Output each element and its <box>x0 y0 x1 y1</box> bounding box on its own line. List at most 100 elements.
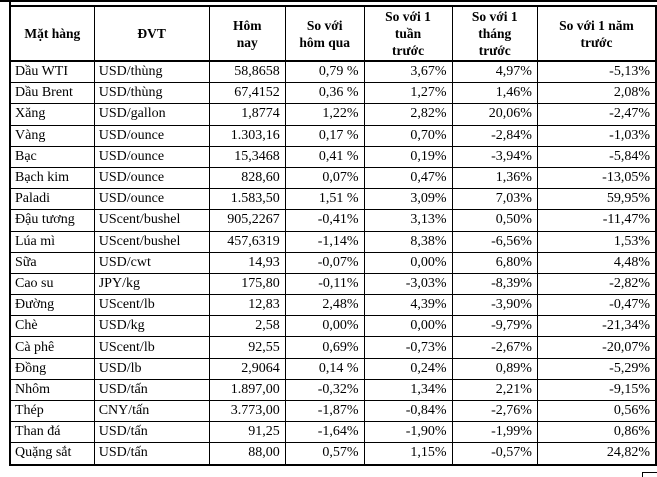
cell-today: 14,93 <box>208 251 286 274</box>
cell-today: 92,55 <box>208 336 286 359</box>
cell-name: Bạch kim <box>9 166 95 190</box>
cell-vs_month: 1,46% <box>451 82 538 105</box>
column-header-vs_week: So với 1 tuần trước <box>363 5 453 62</box>
cell-today: 828,60 <box>208 166 286 190</box>
cell-unit: USD/ounce <box>93 188 210 211</box>
cell-vs_yesterday: -0,32% <box>284 378 365 402</box>
cell-vs_year: 24,82% <box>536 442 657 466</box>
table-row: Vàng USD/ounce 1.303,16 0,17 % 0,70% -2,84% -1… <box>9 124 657 147</box>
cell-vs_week: 0,00% <box>363 251 453 274</box>
cell-vs_year: 0,56% <box>536 399 657 423</box>
cell-vs_week: 1,27% <box>363 82 453 105</box>
table-row: Đồng USD/lb 2,9064 0,14 % 0,24% 0,89% -5,29% <box>9 357 657 380</box>
cell-today: 1.303,16 <box>208 124 286 147</box>
cell-vs_yesterday: 0,36 % <box>284 82 365 105</box>
cell-vs_week: 0,24% <box>363 357 453 380</box>
cell-unit: USD/tấn <box>93 378 210 402</box>
crop-top-border-line <box>0 0 657 2</box>
cell-vs_year: -21,34% <box>536 315 657 338</box>
column-header-unit: ĐVT <box>93 5 210 62</box>
cell-unit: USD/tấn <box>93 421 210 444</box>
table-row: Cao su JPY/kg 175,80 -0,11% -3,03% -8,39% -2,8… <box>9 272 657 296</box>
cell-vs_week: 8,38% <box>363 230 453 253</box>
cell-name: Đường <box>9 294 95 317</box>
cell-vs_year: -13,05% <box>536 166 657 190</box>
cell-name: Đậu tương <box>9 209 95 232</box>
cell-vs_week: 3,09% <box>363 188 453 211</box>
table-header: Mặt hàng ĐVT Hôm nay So với hôm qua So với 1… <box>9 5 657 62</box>
cell-vs_yesterday: 0,17 % <box>284 124 365 147</box>
cell-vs_yesterday: -0,41% <box>284 209 365 232</box>
cell-today: 2,58 <box>208 315 286 338</box>
table-row: Xăng USD/gallon 1,8774 1,22% 2,82% 20,06% -2,4… <box>9 103 657 126</box>
cell-unit: USD/ounce <box>93 145 210 168</box>
cell-vs_year: -0,47% <box>536 294 657 317</box>
cell-name: Thép <box>9 399 95 423</box>
cell-name: Paladi <box>9 188 95 211</box>
cell-vs_yesterday: 1,22% <box>284 103 365 126</box>
table-row: Lúa mì UScent/bushel 457,6319 -1,14% 8,38% -6… <box>9 230 657 253</box>
cell-today: 15,3468 <box>208 145 286 168</box>
cell-vs_month: 1,36% <box>451 166 538 190</box>
cell-vs_month: -9,79% <box>451 315 538 338</box>
cell-unit: USD/cwt <box>93 251 210 274</box>
cell-vs_week: 0,70% <box>363 124 453 147</box>
cell-unit: USD/thùng <box>93 60 210 84</box>
cell-unit: UScent/bushel <box>93 209 210 232</box>
column-header-vs_month: So với 1 tháng trước <box>451 5 538 62</box>
cell-vs_yesterday: -1,14% <box>284 230 365 253</box>
cell-name: Bạc <box>9 145 95 168</box>
cell-vs_yesterday: 0,41 % <box>284 145 365 168</box>
cell-vs_year: -11,47% <box>536 209 657 232</box>
cell-vs_year: -5,13% <box>536 60 657 84</box>
cell-vs_month: 4,97% <box>451 60 538 84</box>
cell-name: Sữa <box>9 251 95 274</box>
cell-vs_year: -1,03% <box>536 124 657 147</box>
column-header-name: Mặt hàng <box>9 5 95 62</box>
cell-name: Vàng <box>9 124 95 147</box>
cell-unit: USD/thùng <box>93 82 210 105</box>
cell-name: Cao su <box>9 272 95 296</box>
cell-vs_week: 0,00% <box>363 315 453 338</box>
cell-vs_yesterday: -1,87% <box>284 399 365 423</box>
cell-today: 12,83 <box>208 294 286 317</box>
cell-vs_month: 6,80% <box>451 251 538 274</box>
header-row: Mặt hàng ĐVT Hôm nay So với hôm qua So với 1… <box>9 5 657 62</box>
cell-vs_yesterday: -1,64% <box>284 421 365 444</box>
cell-name: Cà phê <box>9 336 95 359</box>
table-row: Đậu tương UScent/bushel 905,2267 -0,41% 3,13… <box>9 209 657 232</box>
table-row: Paladi USD/ounce 1.583,50 1,51 % 3,09% 7,03% 5… <box>9 188 657 211</box>
cell-vs_yesterday: -0,11% <box>284 272 365 296</box>
cell-vs_year: 2,08% <box>536 82 657 105</box>
cell-vs_month: 2,21% <box>451 378 538 402</box>
cell-name: Xăng <box>9 103 95 126</box>
cell-vs_week: -3,03% <box>363 272 453 296</box>
cell-today: 3.773,00 <box>208 399 286 423</box>
table-row: Quặng sắt USD/tấn 88,00 0,57% 1,15% -0,57% 24,… <box>9 442 657 466</box>
cell-vs_month: -0,57% <box>451 442 538 466</box>
cell-vs_year: 0,86% <box>536 421 657 444</box>
cell-unit: UScent/lb <box>93 336 210 359</box>
cell-today: 91,25 <box>208 421 286 444</box>
cell-vs_year: -2,82% <box>536 272 657 296</box>
cell-today: 88,00 <box>208 442 286 466</box>
cell-today: 1.897,00 <box>208 378 286 402</box>
cell-vs_month: -6,56% <box>451 230 538 253</box>
cell-vs_week: -0,73% <box>363 336 453 359</box>
cell-name: Quặng sắt <box>9 442 95 466</box>
cell-vs_week: 3,67% <box>363 60 453 84</box>
cell-vs_yesterday: 1,51 % <box>284 188 365 211</box>
cell-vs_yesterday: 0,07% <box>284 166 365 190</box>
cell-vs_month: -2,84% <box>451 124 538 147</box>
cell-name: Nhôm <box>9 378 95 402</box>
cell-today: 1,8774 <box>208 103 286 126</box>
cell-vs_week: 0,47% <box>363 166 453 190</box>
cell-vs_yesterday: 0,69% <box>284 336 365 359</box>
cell-vs_year: 4,48% <box>536 251 657 274</box>
cell-name: Dầu Brent <box>9 82 95 105</box>
cell-vs_week: 4,39% <box>363 294 453 317</box>
cell-vs_month: -8,39% <box>451 272 538 296</box>
cell-today: 2,9064 <box>208 357 286 380</box>
crop-bottom-right-corner-mark-vertical <box>642 472 643 477</box>
